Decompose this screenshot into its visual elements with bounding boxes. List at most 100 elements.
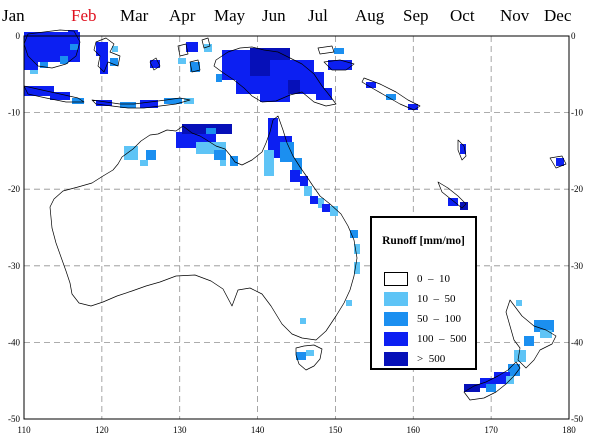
month-tab-sep[interactable]: Sep [403,6,429,25]
lon-tick-label: 120 [95,425,109,435]
coastline-fiji [549,155,567,169]
runoff-cell [480,378,496,388]
coastline-borneo [23,29,81,69]
coastline-tasmania [295,344,323,371]
runoff-cell [140,100,158,108]
month-tab-jun[interactable]: Jun [262,6,286,25]
coastline-nz-south-island [463,361,521,401]
lon-tick-label: 110 [17,425,31,435]
runoff-cell [366,82,376,88]
lat-tick-label-right: -40 [571,337,583,347]
runoff-cell [110,58,118,66]
month-tab-mar[interactable]: Mar [120,6,149,25]
runoff-cell [260,88,290,102]
runoff-cell [310,196,318,204]
lat-tick-label-right: 0 [571,31,576,41]
runoff-cell [124,146,138,160]
runoff-cell [24,62,38,70]
runoff-cell [30,70,38,74]
legend-swatch [384,292,408,306]
runoff-cell [516,300,522,306]
legend-swatch [384,332,408,346]
runoff-cell [140,160,148,166]
runoff-cell [190,62,200,72]
coastline-solomons [361,77,421,111]
runoff-cell [204,44,212,52]
legend-title: Runoff [mm/mo] [382,235,465,247]
runoff-cell [112,46,118,52]
runoff-cell [354,244,360,254]
month-tab-may[interactable]: May [214,6,246,25]
runoff-cell [220,160,226,166]
runoff-cell [448,198,458,206]
month-tab-feb[interactable]: Feb [71,6,97,25]
runoff-cell [70,44,78,50]
runoff-cell [184,98,194,104]
month-tab-dec[interactable]: Dec [544,6,572,25]
lon-tick-label: 180 [562,425,576,435]
runoff-cell [100,56,108,74]
runoff-cell [540,330,552,338]
runoff-cell [534,320,554,332]
runoff-cell [120,102,136,108]
runoff-cell [306,350,314,356]
runoff-cell [296,352,306,360]
runoff-cell [50,92,70,100]
lon-tick-label: 130 [173,425,187,435]
legend-label: 100 – 500 [417,333,467,345]
runoff-cell [354,262,360,274]
runoff-cell [328,60,352,70]
month-selector: Jan Feb Mar Apr May Jun Jul Aug Sep Oct Nov Dec [0,0,612,30]
lat-tick-label-left: -30 [8,261,20,271]
lon-tick-label: 160 [407,425,421,435]
coastline-bismarck [317,45,355,71]
runoff-cell [514,350,526,362]
runoff-cell [96,42,108,56]
month-tab-apr[interactable]: Apr [169,6,196,25]
runoff-cell [250,66,270,76]
legend-swatch [384,312,408,326]
lat-tick-label-left: -20 [8,184,20,194]
runoff-cell [40,62,48,68]
runoff-cell [408,104,418,110]
runoff-cell [346,300,352,306]
coastline-new-caledonia [437,181,467,209]
lat-tick-label-right: -30 [571,261,583,271]
runoff-cell [334,48,344,54]
legend-label: > 500 [417,353,446,365]
lat-tick-label-left: -10 [8,108,20,118]
runoff-cell [464,384,480,392]
runoff-cell [322,204,330,212]
runoff-cell [96,100,112,106]
runoff-cell [290,170,300,182]
lat-tick-label-right: -50 [571,414,583,424]
lat-tick-label-left: -50 [8,414,20,424]
runoff-cell [24,86,54,96]
lat-tick-label-right: -20 [571,184,583,194]
runoff-cell [556,158,564,166]
legend: Runoff [mm/mo] 0 – 10 10 – 50 50 – 100 100 … [370,216,477,370]
coastline-java [23,85,85,103]
runoff-cells [24,30,564,392]
runoff-cell [316,88,332,100]
runoff-cell [330,206,338,216]
runoff-cell [486,384,496,392]
runoff-cell [460,144,466,154]
runoff-cell [280,142,294,162]
month-tab-jul[interactable]: Jul [308,6,328,25]
month-tab-aug[interactable]: Aug [355,6,385,25]
month-tab-nov[interactable]: Nov [500,6,530,25]
month-tab-oct[interactable]: Oct [450,6,475,25]
runoff-cell [292,158,302,174]
legend-label: 50 – 100 [417,313,461,325]
runoff-cell [300,318,306,324]
coastline-new-guinea [213,46,337,107]
runoff-cell [264,150,274,176]
runoff-cell [150,60,160,68]
map-frame [23,35,570,420]
legend-label: 0 – 10 [417,273,450,285]
runoff-cell [304,186,312,196]
month-tab-jan[interactable]: Jan [2,6,25,25]
runoff-cell [72,98,84,104]
